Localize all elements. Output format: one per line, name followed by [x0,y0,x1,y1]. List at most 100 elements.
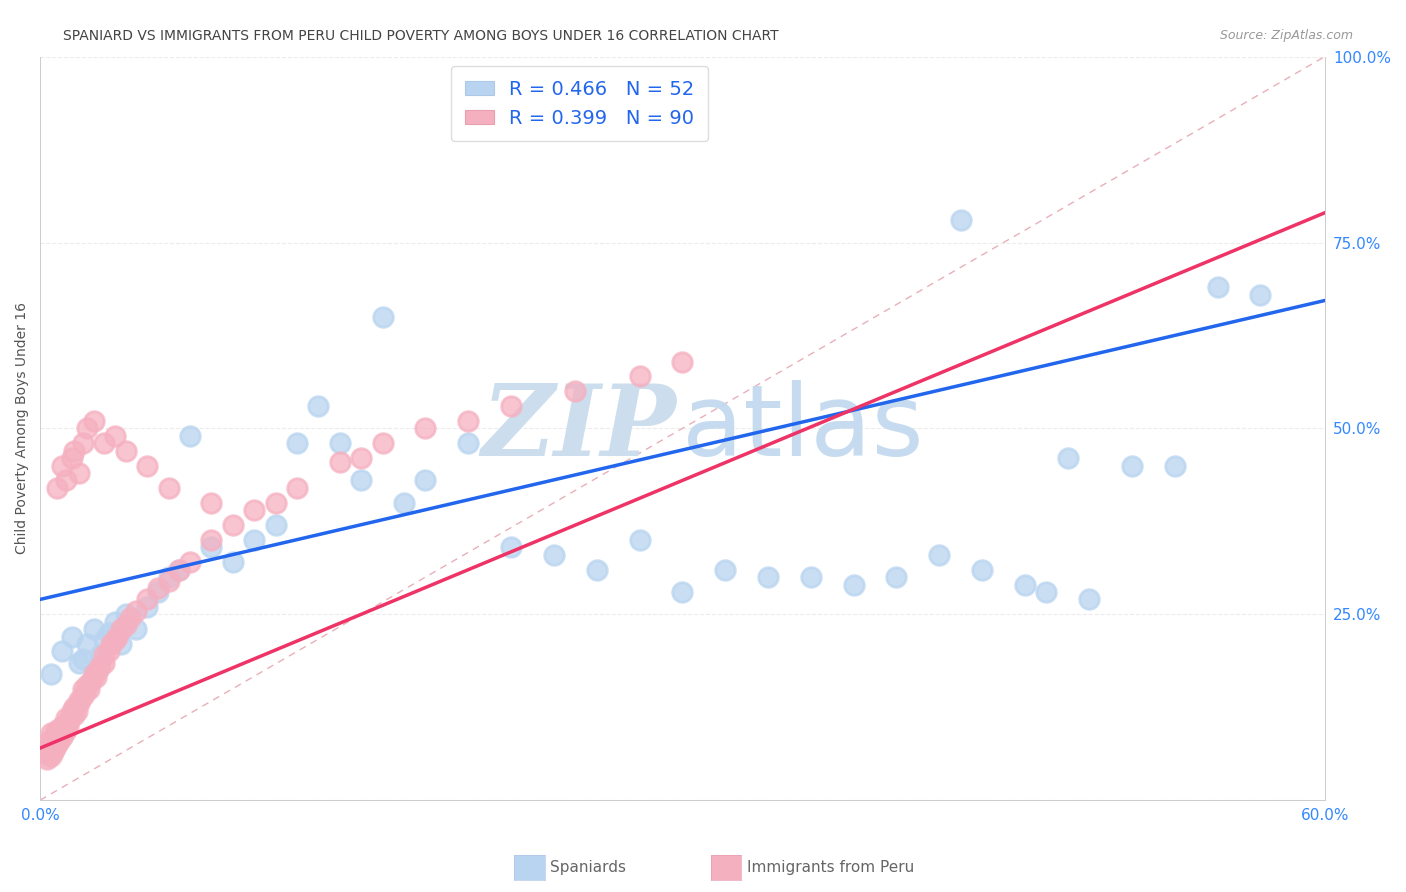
Point [51,458,73,473]
Point [83,622,105,636]
Point [72,689,94,703]
Point [222,518,245,533]
Text: ZIP: ZIP [481,380,676,476]
Point [1206,280,1229,294]
Point [56,719,79,733]
Point [52,726,75,740]
Point [415,474,437,488]
Point [157,570,180,584]
Point [51,730,73,744]
Point [457,414,479,428]
Point [179,429,201,443]
Point [80,674,103,689]
Point [44,726,66,740]
Point [585,563,607,577]
Text: Source: ZipAtlas.com: Source: ZipAtlas.com [1219,29,1353,42]
Point [169,563,191,577]
Point [87,663,110,677]
Point [67,466,90,480]
Point [89,648,111,662]
Point [329,455,352,469]
Text: SPANIARD VS IMMIGRANTS FROM PERU CHILD POVERTY AMONG BOYS UNDER 16 CORRELATION C: SPANIARD VS IMMIGRANTS FROM PERU CHILD P… [63,29,779,43]
Point [264,518,287,533]
Point [67,693,90,707]
Point [157,481,180,495]
Point [350,451,373,466]
Point [72,652,94,666]
Point [100,637,122,651]
Point [67,697,90,711]
Point [56,715,79,730]
Point [110,622,132,636]
Point [392,496,415,510]
Point [200,496,222,510]
Point [800,570,823,584]
Point [55,711,77,725]
Point [501,399,523,413]
Point [79,681,101,696]
Point [628,369,651,384]
Text: Immigrants from Peru: Immigrants from Peru [747,860,914,874]
Point [35,741,58,756]
Point [200,533,222,547]
Point [222,555,245,569]
Point [83,414,105,428]
Point [146,581,169,595]
Point [200,541,222,555]
Point [1014,577,1036,591]
Point [39,748,62,763]
Point [67,656,90,670]
Point [564,384,586,399]
Point [136,592,159,607]
Point [146,585,169,599]
Point [285,481,308,495]
Point [1035,585,1057,599]
Point [169,563,191,577]
Point [928,548,950,562]
Point [118,611,141,625]
Point [104,429,127,443]
Point [1056,451,1078,466]
Point [628,533,651,547]
Point [415,421,437,435]
Point [48,733,70,747]
Point [65,704,87,718]
Point [42,738,65,752]
Point [179,555,201,569]
Point [949,213,972,227]
Point [51,644,73,658]
Point [60,707,83,722]
Point [114,607,136,622]
Point [93,648,115,662]
Point [76,421,98,435]
Legend: R = 0.466   N = 52, R = 0.399   N = 90: R = 0.466 N = 52, R = 0.399 N = 90 [451,66,709,141]
Point [307,399,329,413]
Point [75,685,97,699]
Point [83,666,105,681]
Point [44,741,66,756]
Point [72,681,94,696]
Point [1121,458,1143,473]
Point [93,656,115,670]
Point [46,730,69,744]
Point [285,436,308,450]
Point [157,574,180,588]
Point [371,436,394,450]
Point [97,625,120,640]
Point [76,678,98,692]
Point [125,603,148,617]
Point [63,707,86,722]
Point [63,700,86,714]
Point [38,733,60,747]
Point [457,436,479,450]
Point [46,481,69,495]
Point [1249,287,1271,301]
Point [104,615,127,629]
Point [97,644,120,658]
Point [243,533,266,547]
Point [93,436,115,450]
Point [125,622,148,636]
Point [89,659,111,673]
Point [350,474,373,488]
Point [60,451,83,466]
